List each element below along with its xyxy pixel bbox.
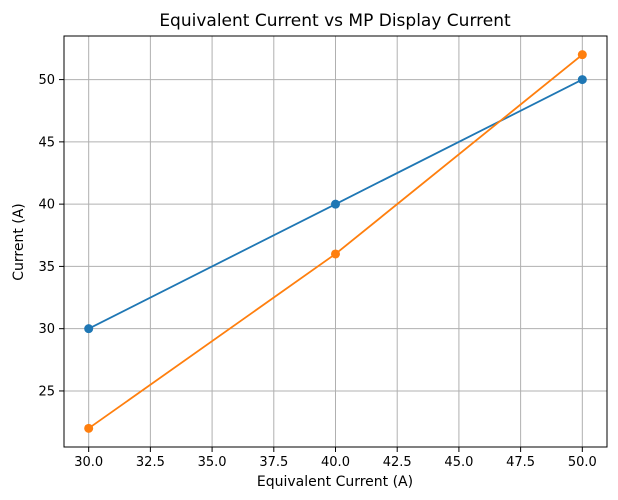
x-tick-label: 40.0 bbox=[321, 455, 350, 470]
x-tick-label: 47.5 bbox=[506, 455, 535, 470]
grid bbox=[64, 36, 607, 447]
series-2-point bbox=[331, 249, 340, 259]
x-tick-label: 45.0 bbox=[444, 455, 473, 470]
x-tick-label: 35.0 bbox=[198, 455, 227, 470]
series-1-point bbox=[577, 75, 587, 85]
x-axis-ticks: 30.0 32.5 35.0 37.5 40.0 42.5 45.0 47.5 50.0 bbox=[74, 447, 597, 470]
x-tick-label: 50.0 bbox=[568, 455, 597, 470]
y-tick-label: 50 bbox=[38, 73, 55, 88]
x-tick-label: 37.5 bbox=[259, 455, 288, 470]
y-tick-label: 45 bbox=[38, 135, 55, 150]
y-tick-label: 25 bbox=[38, 384, 55, 399]
y-tick-label: 40 bbox=[38, 198, 55, 213]
series-layer bbox=[84, 50, 587, 433]
y-axis-label: Current (A) bbox=[11, 203, 27, 281]
y-tick-label: 35 bbox=[38, 260, 55, 275]
series-2-point bbox=[84, 423, 94, 433]
x-tick-label: 30.0 bbox=[74, 455, 103, 470]
x-tick-label: 42.5 bbox=[383, 455, 412, 470]
x-axis-label: Equivalent Current (A) bbox=[257, 474, 413, 490]
chart-title: Equivalent Current vs MP Display Current bbox=[159, 11, 511, 31]
series-1-point bbox=[331, 199, 340, 209]
y-tick-label: 30 bbox=[38, 322, 55, 337]
y-axis-ticks: 25 30 35 40 45 50 bbox=[38, 73, 64, 399]
series-2-point bbox=[577, 50, 587, 60]
x-tick-label: 32.5 bbox=[136, 455, 165, 470]
series-1-point bbox=[84, 324, 94, 334]
